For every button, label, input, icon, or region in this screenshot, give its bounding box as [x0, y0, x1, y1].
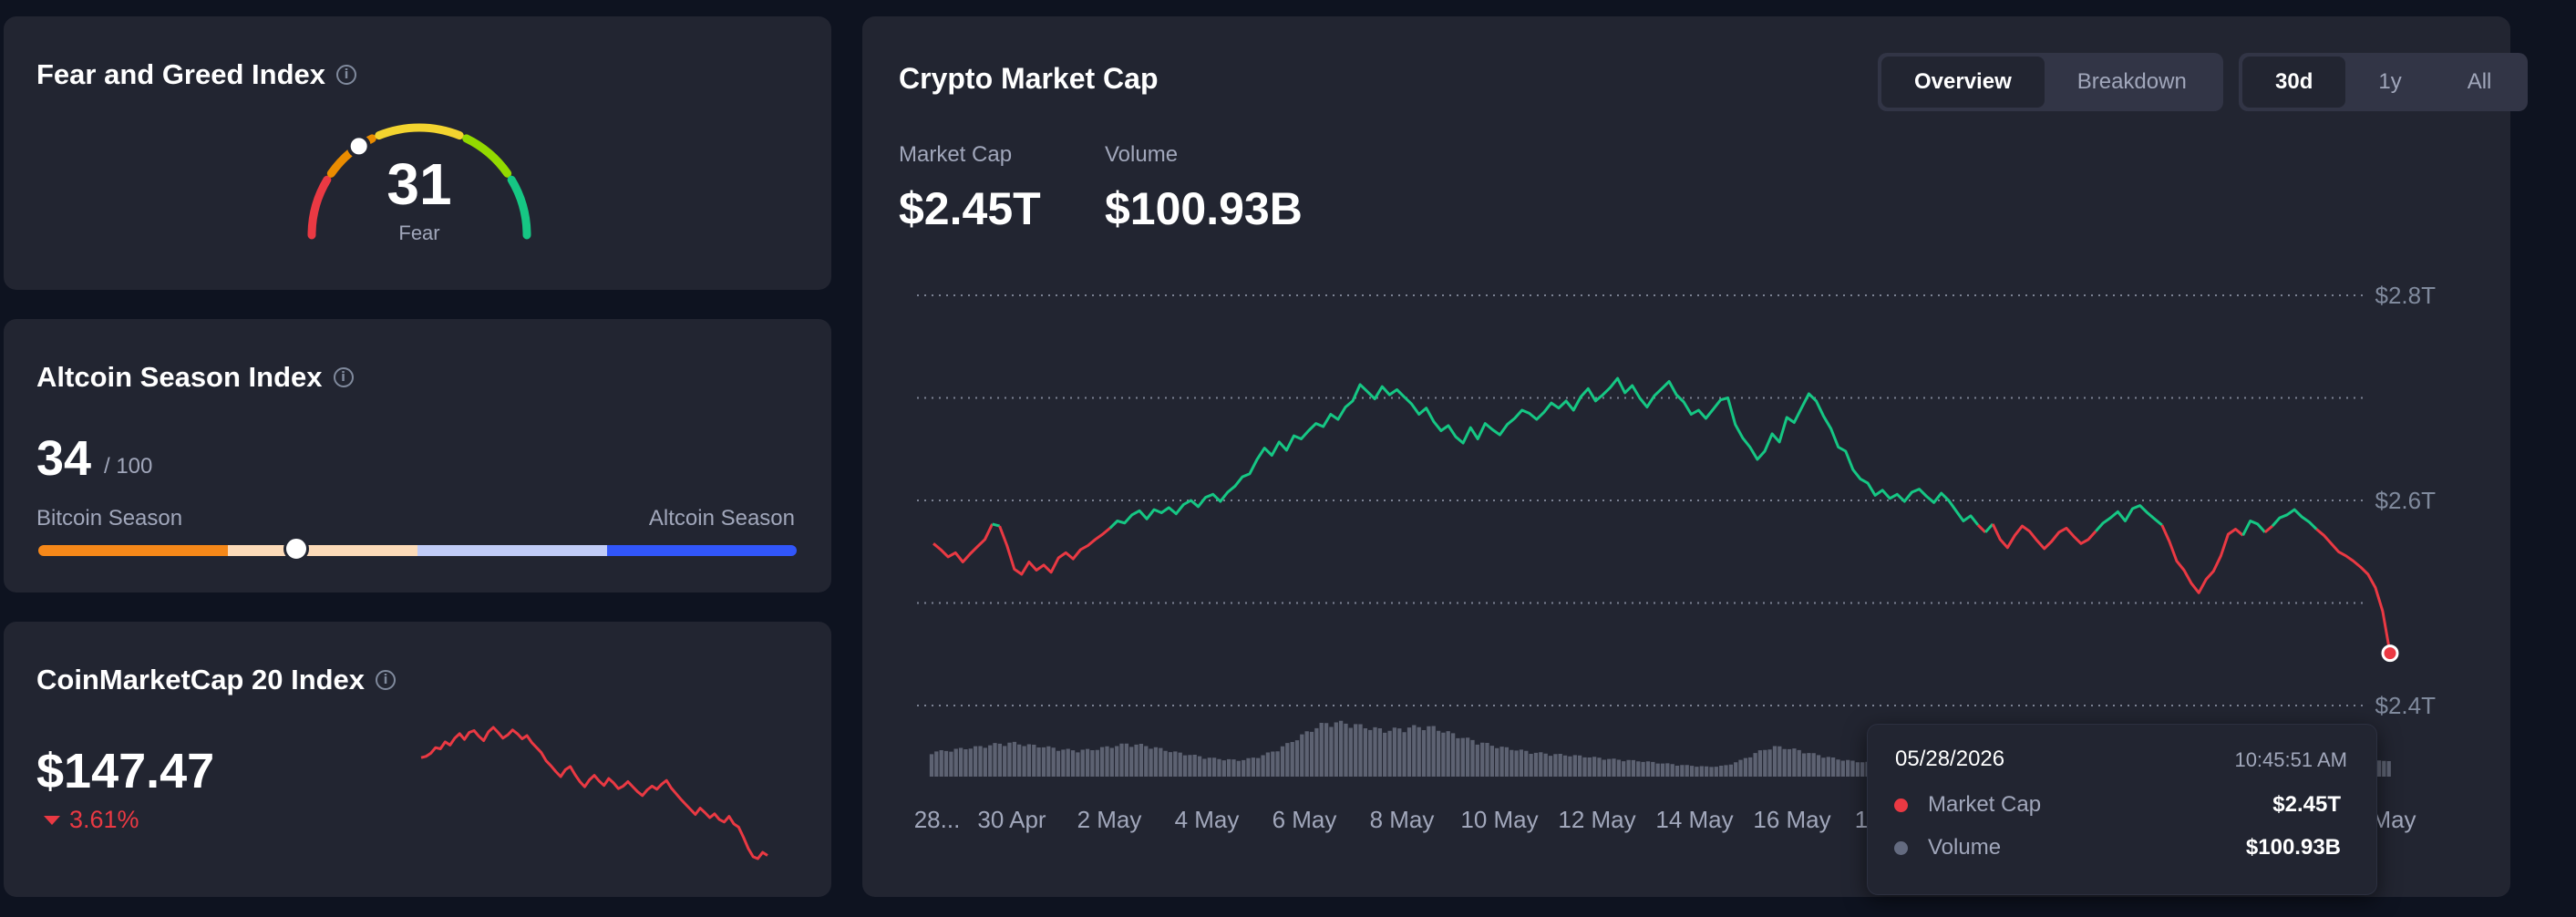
gauge-segment: [462, 134, 512, 178]
gauge-segment: [507, 175, 531, 240]
bitcoin-season-label: Bitcoin Season: [36, 506, 183, 531]
x-tick-label: 8 May: [1370, 806, 1435, 833]
info-icon[interactable]: i: [336, 65, 356, 85]
altcoin-season-indicator: [283, 536, 309, 562]
x-tick-label: 4 May: [1175, 806, 1240, 833]
season-bar-segment: [228, 545, 417, 556]
x-tick-label: 6 May: [1273, 806, 1337, 833]
cmc20-sparkline: [420, 726, 768, 860]
market-cap-line-down: [2263, 524, 2273, 534]
fear-greed-card[interactable]: [4, 16, 831, 290]
view-toggle: Overview Breakdown: [1878, 53, 2223, 111]
market-cap-dot-icon: [1894, 798, 1908, 812]
range-30d[interactable]: 30d: [2242, 57, 2346, 108]
cmc20-sparkline-line: [420, 726, 768, 860]
info-icon[interactable]: i: [333, 367, 354, 387]
y-tick-label: $2.6T: [2375, 487, 2437, 514]
season-bar-segment: [38, 545, 228, 556]
market-cap-line-up: [2271, 508, 2318, 531]
market-cap-line-down: [1991, 523, 2097, 551]
tab-overview[interactable]: Overview: [1881, 57, 2045, 108]
season-bar-segment: [417, 545, 607, 556]
x-tick-label: 2 May: [1077, 806, 1142, 833]
fear-greed-label: Fear: [398, 222, 440, 244]
altcoin-season-label: Altcoin Season: [648, 506, 795, 531]
altcoin-season-bar: [38, 545, 797, 556]
tooltip-date: 05/28/2026: [1895, 747, 2005, 771]
caret-down-icon: [44, 815, 60, 825]
market-cap-label: Market Cap: [899, 142, 1013, 167]
gauge-segment: [375, 123, 464, 140]
x-tick-label: 12 May: [1558, 806, 1635, 833]
fear-greed-title: Fear and Greed Index i: [36, 58, 356, 91]
market-cap-line-up: [1984, 522, 1994, 533]
volume-dot-icon: [1894, 840, 1908, 855]
x-tick-label: 28...: [914, 806, 961, 833]
volume-label: Volume: [1105, 142, 1179, 167]
market-cap-line-up: [2095, 504, 2163, 532]
hover-point: [2381, 644, 2399, 663]
fear-greed-value: 31: [386, 151, 452, 217]
market-cap-title: Crypto Market Cap: [899, 62, 1159, 95]
cmc20-card[interactable]: [4, 622, 831, 897]
market-cap-line-up: [2241, 520, 2266, 536]
market-cap-chart[interactable]: $2.8T $2.6T $2.4T 28... 30 Apr 2 May 4 May 6 Ma…: [862, 264, 2510, 848]
tooltip-time: 10:45:51 AM: [2234, 748, 2347, 771]
x-tick-label: 1: [1855, 806, 1868, 833]
info-icon[interactable]: i: [376, 670, 397, 690]
x-tick-label: 10 May: [1460, 806, 1538, 833]
cmc20-title: CoinMarketCap 20 Index i: [36, 664, 397, 696]
market-cap-line-down: [2315, 528, 2392, 654]
range-toggle: 30d 1y All: [2239, 53, 2529, 111]
range-1y[interactable]: 1y: [2378, 69, 2402, 94]
x-tick-label: 14 May: [1655, 806, 1733, 833]
market-cap-line-down: [2160, 524, 2244, 594]
market-cap-value: $2.45T: [899, 183, 1041, 234]
volume-value: $100.93B: [1105, 183, 1303, 234]
altcoin-season-title: Altcoin Season Index i: [36, 361, 354, 394]
x-tick-label: 30 Apr: [977, 806, 1046, 833]
fear-greed-gauge: [307, 123, 531, 240]
season-bar-segment: [607, 545, 797, 556]
market-cap-line-down: [1976, 523, 1987, 533]
cmc20-change: 3.61%: [44, 806, 139, 834]
altcoin-season-value: 34: [36, 431, 92, 486]
gauge-segment: [307, 175, 332, 240]
tab-breakdown[interactable]: Breakdown: [2076, 69, 2187, 94]
tooltip-row-market-cap: Market Cap $2.45T: [1894, 791, 2341, 819]
altcoin-season-max: / 100: [104, 454, 153, 479]
range-all[interactable]: All: [2467, 69, 2492, 94]
x-tick-label: 16 May: [1753, 806, 1830, 833]
market-cap-line-down: [998, 525, 1111, 576]
market-cap-line-up: [1108, 376, 1980, 530]
cmc20-value: $147.47: [36, 744, 215, 799]
tooltip-row-volume: Volume $100.93B: [1894, 834, 2341, 861]
x-tick-label: May: [2371, 806, 2416, 833]
market-cap-line-down: [933, 523, 994, 563]
y-tick-label: $2.4T: [2375, 692, 2437, 719]
chart-tooltip: 05/28/2026 10:45:51 AM: [1867, 724, 2377, 895]
y-tick-label: $2.8T: [2375, 282, 2437, 309]
market-cap-line-up: [992, 522, 1000, 528]
gauge-indicator: [346, 134, 371, 159]
